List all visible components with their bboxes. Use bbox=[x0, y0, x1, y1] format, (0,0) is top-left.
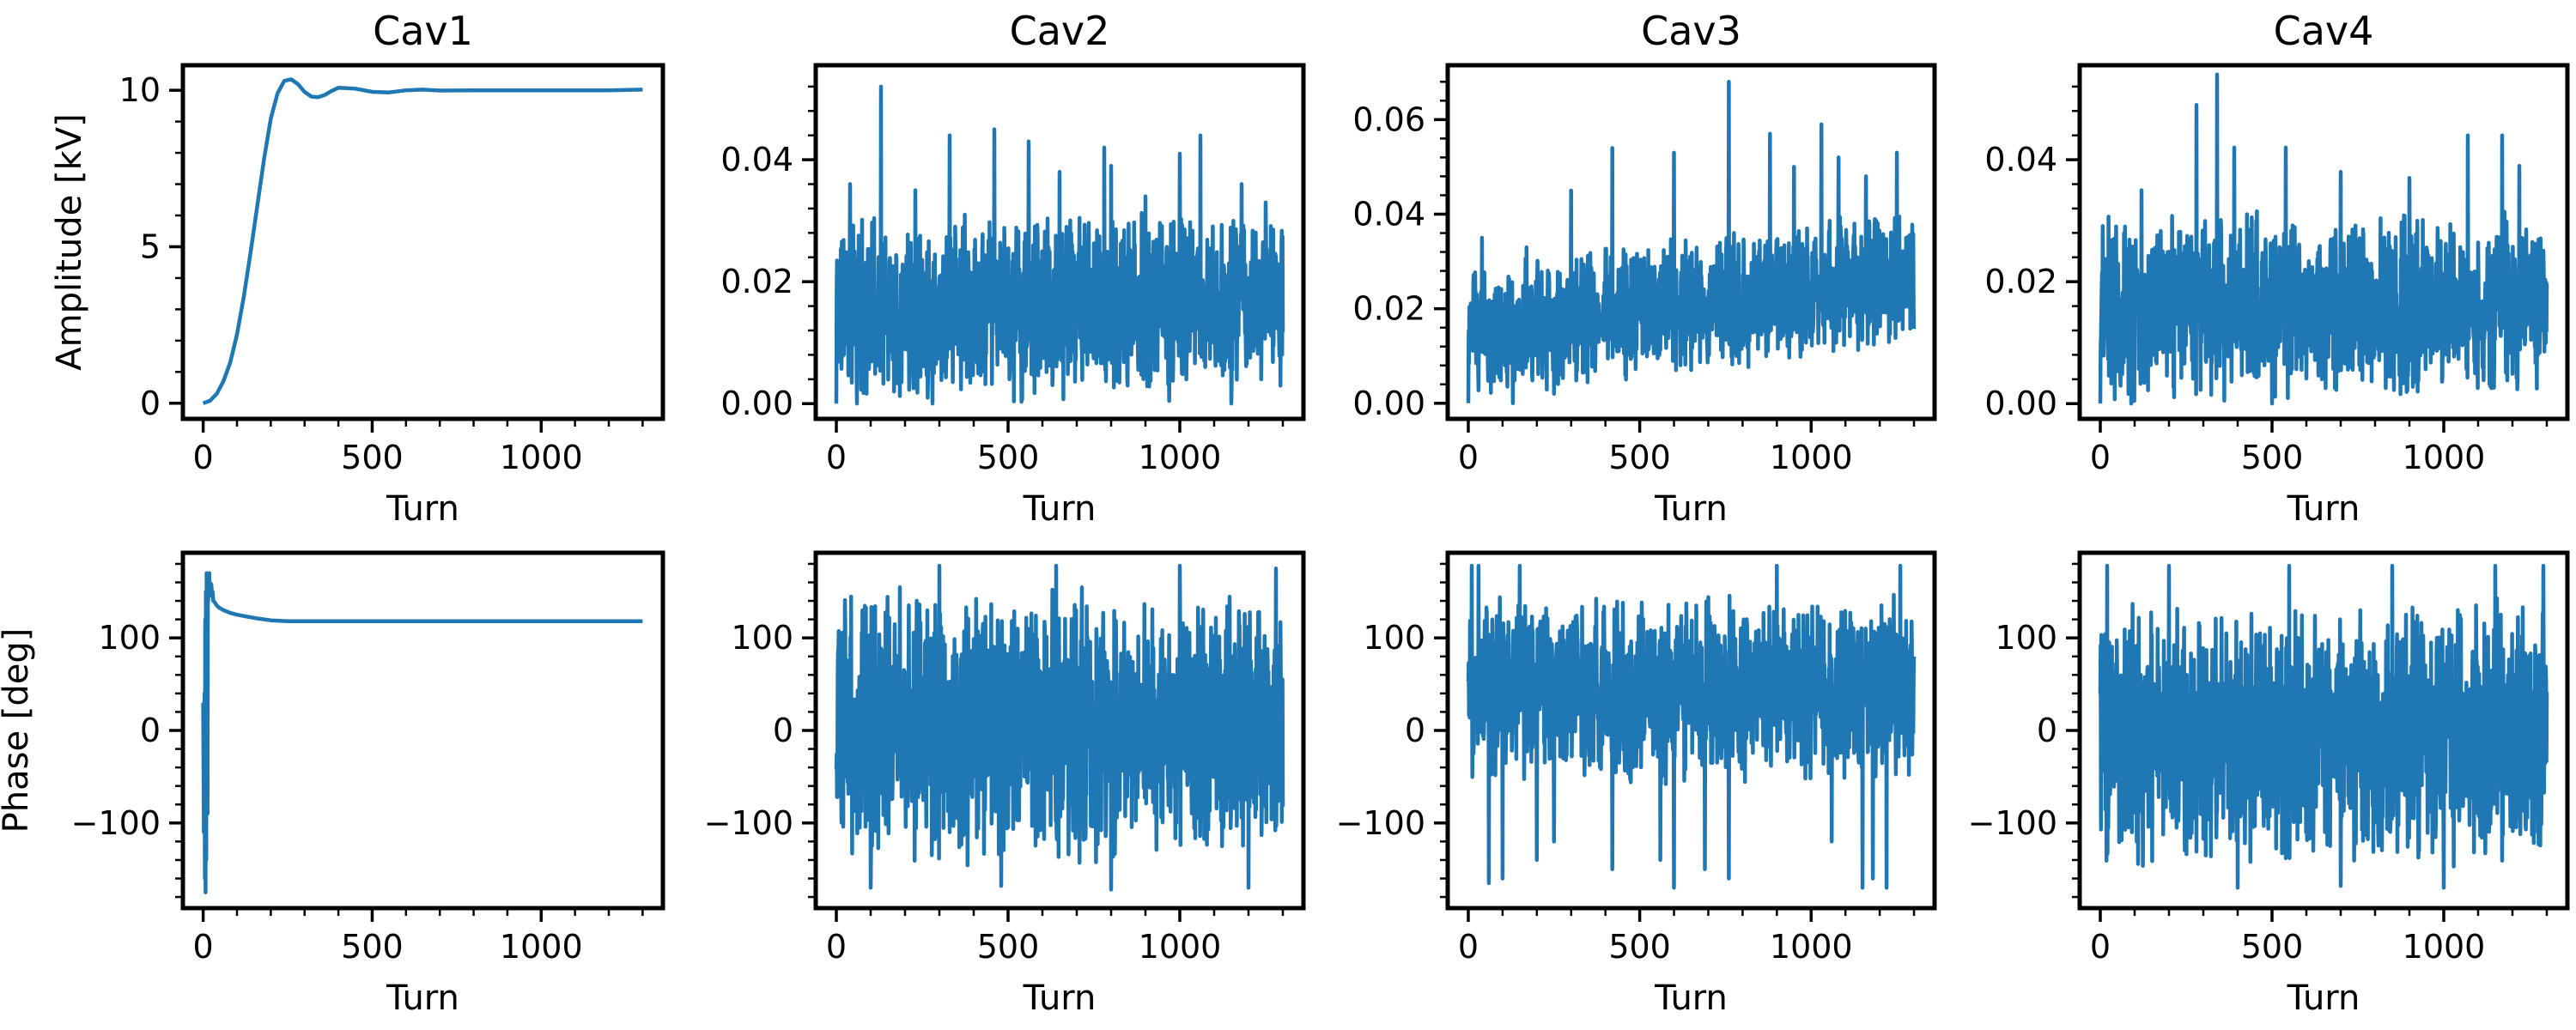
x-tick-label: 500 bbox=[341, 439, 404, 476]
x-tick-label: 500 bbox=[977, 439, 1040, 476]
x-axis-label: Turn bbox=[1654, 489, 1728, 529]
y-tick-label: 0.00 bbox=[1352, 385, 1425, 422]
y-tick-label: 0.02 bbox=[1984, 263, 2057, 300]
axes-frame bbox=[1445, 63, 1937, 421]
x-tick-label: 1000 bbox=[1139, 439, 1222, 476]
panel-title: Cav4 bbox=[2274, 8, 2374, 54]
x-axis-label: Turn bbox=[386, 978, 459, 1018]
y-axis-label: Phase [deg] bbox=[0, 628, 36, 833]
panel-phase-cav2: 0 500 1000 −100 0 100 Turn bbox=[704, 550, 1306, 1018]
x-tick-label: 1000 bbox=[2403, 439, 2486, 476]
x-tick-label: 500 bbox=[2241, 439, 2304, 476]
y-tick-label: 0.00 bbox=[720, 385, 793, 422]
y-tick-label: 100 bbox=[731, 619, 793, 657]
x-tick-label: 0 bbox=[2090, 928, 2111, 966]
x-axis-label: Turn bbox=[1023, 978, 1097, 1018]
x-tick-label: 1000 bbox=[1139, 928, 1222, 966]
x-tick-label: 1000 bbox=[500, 928, 583, 966]
series-line bbox=[202, 77, 643, 405]
x-axis-label: Turn bbox=[1023, 489, 1097, 529]
x-tick-label: 0 bbox=[1458, 928, 1479, 966]
x-tick-label: 0 bbox=[826, 928, 847, 966]
x-tick-label: 0 bbox=[193, 439, 214, 476]
y-axis-label: Amplitude [kV] bbox=[50, 113, 89, 370]
y-tick-label: 0 bbox=[1405, 712, 1425, 749]
y-tick-label: 0.04 bbox=[720, 141, 793, 179]
y-tick-label: 0.02 bbox=[1352, 290, 1425, 328]
y-tick-label: −100 bbox=[1336, 804, 1425, 842]
x-tick-label: 500 bbox=[1608, 439, 1671, 476]
series-line bbox=[2098, 563, 2549, 890]
axes-frame bbox=[180, 63, 665, 421]
x-tick-label: 500 bbox=[341, 928, 404, 966]
series-line bbox=[834, 84, 1285, 406]
x-tick-label: 500 bbox=[2241, 928, 2304, 966]
series-line bbox=[1466, 563, 1917, 890]
panel-phase-cav4: 0 500 1000 −100 0 100 Turn bbox=[1968, 550, 2570, 1018]
x-axis-label: Turn bbox=[2287, 978, 2360, 1018]
y-tick-label: 100 bbox=[98, 619, 161, 657]
y-tick-label: −100 bbox=[71, 804, 161, 842]
panel-phase-cav1: 0 500 1000 −100 0 100 Turn Phase [deg] bbox=[0, 550, 665, 1018]
y-tick-label: 0 bbox=[2037, 712, 2057, 749]
x-tick-label: 0 bbox=[193, 928, 214, 966]
series-line bbox=[1466, 80, 1917, 406]
series-line bbox=[834, 563, 1285, 892]
x-tick-label: 500 bbox=[1608, 928, 1671, 966]
y-tick-label: 0.06 bbox=[1352, 100, 1425, 138]
y-tick-label: 5 bbox=[140, 227, 161, 265]
x-tick-label: 1000 bbox=[1770, 928, 1853, 966]
x-tick-label: 0 bbox=[2090, 439, 2111, 476]
y-tick-label: 100 bbox=[1363, 619, 1425, 657]
y-tick-label: 0 bbox=[773, 712, 793, 749]
y-tick-label: 100 bbox=[1995, 619, 2057, 657]
panel-title: Cav2 bbox=[1010, 8, 1110, 54]
panel-title: Cav3 bbox=[1641, 8, 1741, 54]
x-tick-label: 0 bbox=[826, 439, 847, 476]
panel-amp-cav4: 0 500 1000 0.00 0.02 0.04 Turn Cav4 bbox=[1984, 8, 2570, 529]
panel-amp-cav1: 0 500 1000 0 5 10 Turn Amplitude [kV] Cav1 bbox=[50, 8, 665, 529]
y-tick-label: 0.04 bbox=[1352, 196, 1425, 233]
y-tick-label: −100 bbox=[1968, 804, 2057, 842]
y-tick-label: 0 bbox=[140, 385, 161, 422]
x-tick-label: 1000 bbox=[500, 439, 583, 476]
x-tick-label: 500 bbox=[977, 928, 1040, 966]
panel-phase-cav3: 0 500 1000 −100 0 100 Turn bbox=[1336, 550, 1937, 1018]
series-line bbox=[201, 571, 643, 894]
panel-title: Cav1 bbox=[373, 8, 473, 54]
y-tick-label: 0.02 bbox=[720, 263, 793, 300]
y-tick-label: 0.04 bbox=[1984, 141, 2057, 179]
x-tick-label: 1000 bbox=[1770, 439, 1853, 476]
panel-amp-cav2: 0 500 1000 0.00 0.02 0.04 Turn Cav2 bbox=[720, 8, 1306, 529]
x-tick-label: 1000 bbox=[2403, 928, 2486, 966]
x-axis-label: Turn bbox=[1654, 978, 1728, 1018]
x-axis-label: Turn bbox=[2287, 489, 2360, 529]
axes-frame bbox=[2077, 63, 2570, 421]
panel-amp-cav3: 0 500 1000 0.00 0.02 0.04 0.06 Turn Cav3 bbox=[1352, 8, 1937, 529]
axes-frame bbox=[813, 63, 1306, 421]
y-tick-label: 0 bbox=[140, 712, 161, 749]
y-tick-label: −100 bbox=[704, 804, 793, 842]
y-tick-label: 0.00 bbox=[1984, 385, 2057, 422]
x-tick-label: 0 bbox=[1458, 439, 1479, 476]
y-tick-label: 10 bbox=[119, 71, 161, 109]
x-axis-label: Turn bbox=[386, 489, 459, 529]
axes-frame bbox=[180, 550, 665, 911]
series-line bbox=[2098, 72, 2549, 406]
